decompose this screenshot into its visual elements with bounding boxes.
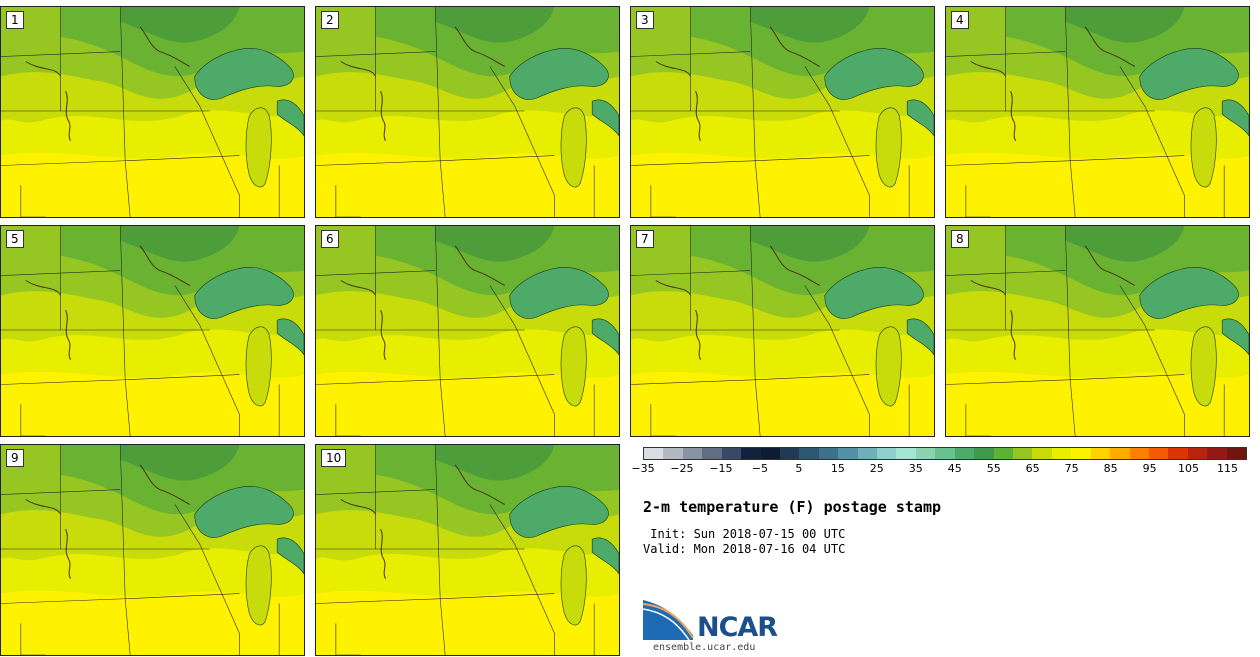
member-number-label: 1 <box>6 11 24 29</box>
figure-title: 2-m temperature (F) postage stamp <box>643 498 942 516</box>
colorbar-swatch <box>1226 448 1247 459</box>
colorbar-swatch <box>644 448 664 459</box>
temperature-map <box>631 7 934 217</box>
colorbar-tick-label: 35 <box>908 462 923 475</box>
member-number-label: 8 <box>951 230 969 248</box>
colorbar-tick-label: −35 <box>631 462 655 475</box>
colorbar-swatch <box>1207 448 1227 459</box>
colorbar-tick-label: 65 <box>1025 462 1040 475</box>
colorbar-tick-label: 55 <box>986 462 1001 475</box>
colorbar-swatch <box>682 448 703 459</box>
ensemble-member-panel: 6 <box>315 225 620 437</box>
colorbar-swatch <box>1129 448 1149 459</box>
colorbar-swatch <box>779 448 800 459</box>
temperature-map <box>316 445 619 655</box>
colorbar-tick-label: 95 <box>1142 462 1157 475</box>
ensemble-member-panel: 5 <box>0 225 305 437</box>
colorbar-swatch <box>974 448 994 459</box>
colorbar-swatch <box>1013 448 1033 459</box>
ncar-logo-icon <box>643 600 694 641</box>
colorbar-swatch <box>721 448 742 459</box>
colorbar-swatch <box>741 448 761 459</box>
colorbar-swatch <box>935 448 955 459</box>
colorbar-swatch <box>1090 448 1111 459</box>
ensemble-member-panel: 8 <box>945 225 1250 437</box>
temperature-map <box>1 226 304 436</box>
ensemble-member-panel: 1 <box>0 6 305 218</box>
colorbar-tick-label: 75 <box>1064 462 1079 475</box>
ensemble-member-panel: 2 <box>315 6 620 218</box>
temperature-map <box>1 445 304 655</box>
colorbar-tick-label: 5 <box>795 462 803 475</box>
colorbar-swatch <box>915 448 936 459</box>
colorbar-tick-label: −25 <box>670 462 694 475</box>
member-number-label: 9 <box>6 449 24 467</box>
ensemble-member-panel: 9 <box>0 444 305 656</box>
colorbar-swatch <box>1187 448 1208 459</box>
member-number-label: 3 <box>636 11 654 29</box>
colorbar-swatch <box>993 448 1014 459</box>
colorbar-tick-label: 105 <box>1178 462 1200 475</box>
colorbar-tick-label: 25 <box>869 462 884 475</box>
ensemble-member-panel: 4 <box>945 6 1250 218</box>
colorbar-swatch <box>702 448 722 459</box>
colorbar-swatch <box>857 448 878 459</box>
colorbar-swatch <box>818 448 839 459</box>
member-number-label: 7 <box>636 230 654 248</box>
member-number-label: 2 <box>321 11 339 29</box>
temperature-map <box>1 7 304 217</box>
colorbar-tick-label: −15 <box>709 462 733 475</box>
ensemble-url: ensemble.ucar.edu <box>653 642 756 653</box>
temperature-map <box>316 226 619 436</box>
ensemble-member-panel: 7 <box>630 225 935 437</box>
member-number-label: 5 <box>6 230 24 248</box>
colorbar-swatch <box>1032 448 1052 459</box>
temperature-map <box>316 7 619 217</box>
colorbar-tick-label: 15 <box>830 462 845 475</box>
member-number-label: 6 <box>321 230 339 248</box>
colorbar-swatch <box>1168 448 1188 459</box>
colorbar-swatch <box>799 448 819 459</box>
temperature-map <box>946 226 1249 436</box>
colorbar-swatch <box>663 448 683 459</box>
colorbar-ticks: −35 −25 −15 −5 5 15 25 35 45 55 65 75 85 95 105 115 <box>631 462 1247 482</box>
colorbar-tick-label: 115 <box>1217 462 1239 475</box>
colorbar-swatch <box>896 448 916 459</box>
valid-time: Valid: Mon 2018-07-16 04 UTC <box>643 542 846 556</box>
temperature-colorbar <box>643 447 1247 460</box>
ensemble-member-panel: 3 <box>630 6 935 218</box>
colorbar-swatch <box>838 448 858 459</box>
ensemble-member-panel: 10 <box>315 444 620 656</box>
colorbar-swatch <box>1051 448 1072 459</box>
temperature-map <box>631 226 934 436</box>
colorbar-swatch <box>954 448 975 459</box>
member-number-label: 4 <box>951 11 969 29</box>
colorbar-tick-label: −5 <box>751 462 768 475</box>
colorbar-swatch <box>1148 448 1169 459</box>
colorbar-tick-label: 45 <box>947 462 962 475</box>
ncar-logo-text: NCAR <box>697 612 778 643</box>
temperature-map <box>946 7 1249 217</box>
colorbar-swatch <box>877 448 897 459</box>
init-time: Init: Sun 2018-07-15 00 UTC <box>643 527 846 541</box>
colorbar-swatch <box>1110 448 1130 459</box>
colorbar-swatch <box>760 448 780 459</box>
colorbar-tick-label: 85 <box>1103 462 1118 475</box>
member-number-label: 10 <box>321 449 347 467</box>
colorbar-swatch <box>1071 448 1091 459</box>
